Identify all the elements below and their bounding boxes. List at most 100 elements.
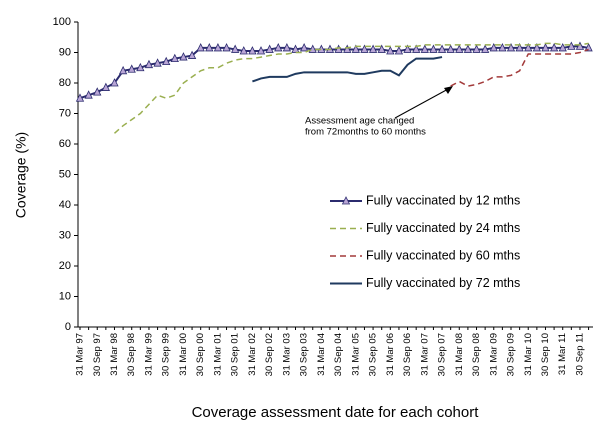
- point-marker: [472, 44, 481, 53]
- point-marker: [420, 44, 429, 53]
- point-marker: [584, 43, 593, 52]
- point-marker: [93, 87, 102, 96]
- x-tick-label: 30 Sep 97: [92, 333, 103, 376]
- x-tick-label: 30 Sep 02: [264, 333, 275, 376]
- point-marker: [231, 44, 240, 53]
- y-tick-label: 90: [59, 46, 71, 58]
- point-marker: [403, 44, 412, 53]
- series-line: [113, 42, 589, 134]
- y-tick-label: 0: [65, 321, 71, 333]
- x-tick-label: 30 Sep 99: [161, 333, 172, 376]
- y-tick-label: 30: [59, 229, 71, 241]
- point-marker: [75, 93, 85, 102]
- x-tick-label: 31 Mar 05: [350, 333, 361, 376]
- point-marker: [101, 82, 111, 91]
- x-tick-label: 30 Sep 01: [230, 333, 241, 376]
- point-marker: [480, 44, 490, 53]
- point-marker: [187, 50, 197, 59]
- point-marker: [377, 44, 386, 53]
- point-marker: [386, 46, 395, 55]
- x-tick-label: 31 Mar 99: [143, 333, 154, 376]
- point-marker: [351, 44, 360, 53]
- point-marker: [222, 43, 231, 52]
- point-marker: [162, 56, 171, 66]
- point-marker: [455, 44, 464, 53]
- point-marker: [144, 59, 154, 69]
- x-tick-label: 31 Mar 03: [281, 333, 292, 376]
- x-tick-label: 30 Sep 09: [506, 333, 517, 376]
- legend-label: Fully vaccinated by 12 mths: [366, 193, 520, 207]
- y-tick-label: 70: [59, 107, 71, 119]
- annotation-arrow: [394, 87, 451, 119]
- y-tick-label: 50: [59, 168, 71, 180]
- point-marker: [170, 53, 179, 62]
- x-tick-label: 31 Mar 98: [109, 333, 120, 376]
- x-tick-label: 31 Mar 08: [454, 333, 465, 376]
- series-line: [252, 56, 443, 83]
- y-tick-label: 40: [59, 199, 71, 211]
- point-marker: [394, 46, 404, 55]
- x-tick-label: 31 Mar 06: [385, 333, 396, 376]
- point-marker: [515, 43, 524, 52]
- y-tick-label: 20: [59, 260, 71, 272]
- x-tick-label: 30 Sep 06: [402, 333, 413, 376]
- point-marker: [110, 78, 119, 87]
- point-marker: [343, 44, 352, 53]
- x-tick-label: 30 Sep 08: [471, 333, 482, 376]
- x-tick-label: 31 Mar 09: [488, 333, 499, 376]
- x-tick-label: 30 Sep 04: [333, 333, 344, 376]
- point-marker: [429, 44, 438, 53]
- point-marker: [127, 64, 136, 73]
- x-tick-label: 30 Sep 11: [574, 333, 585, 376]
- x-tick-label: 31 Mar 00: [178, 333, 189, 376]
- point-marker: [541, 43, 550, 52]
- point-marker: [84, 90, 93, 99]
- point-marker: [463, 44, 473, 53]
- legend-marker: [341, 196, 351, 205]
- point-marker: [498, 43, 507, 52]
- point-marker: [291, 44, 300, 53]
- point-marker: [524, 43, 533, 52]
- point-marker: [118, 65, 128, 75]
- point-marker: [567, 41, 576, 50]
- point-marker: [532, 43, 542, 52]
- point-marker: [256, 46, 266, 55]
- point-marker: [274, 43, 283, 52]
- point-marker: [239, 46, 248, 55]
- point-marker: [265, 44, 274, 53]
- annotation: from 72months to 60 months: [305, 127, 426, 138]
- series-line: [450, 48, 589, 87]
- point-marker: [549, 43, 559, 52]
- point-marker: [153, 58, 162, 67]
- point-marker: [368, 44, 378, 53]
- x-tick-label: 30 Sep 10: [540, 333, 551, 376]
- point-marker: [282, 43, 292, 52]
- point-marker: [196, 43, 205, 52]
- point-marker: [299, 43, 309, 52]
- x-tick-label: 31 Mar 10: [523, 333, 534, 376]
- point-marker: [437, 44, 447, 53]
- y-tick-label: 60: [59, 138, 71, 150]
- point-marker: [136, 62, 145, 72]
- y-axis-label: Coverage (%): [13, 132, 29, 218]
- point-marker: [412, 44, 421, 53]
- point-marker: [248, 46, 257, 55]
- x-tick-label: 31 Mar 01: [212, 333, 223, 376]
- x-axis-label: Coverage assessment date for each cohort: [192, 404, 480, 421]
- x-tick-label: 30 Sep 00: [195, 333, 206, 376]
- point-marker: [446, 44, 455, 53]
- x-tick-label: 30 Sep 07: [437, 333, 448, 376]
- x-tick-label: 30 Sep 03: [299, 333, 310, 376]
- point-marker: [213, 43, 223, 52]
- point-marker: [558, 43, 567, 52]
- x-tick-label: 31 Mar 07: [419, 333, 430, 376]
- point-marker: [575, 41, 585, 50]
- y-tick-label: 100: [53, 16, 71, 28]
- point-marker: [179, 52, 188, 61]
- legend-label: Fully vaccinated by 24 mths: [366, 221, 520, 235]
- y-tick-label: 80: [59, 77, 71, 89]
- x-tick-label: 31 Mar 11: [557, 333, 568, 375]
- y-tick-label: 10: [59, 290, 71, 302]
- x-tick-label: 30 Sep 05: [368, 333, 379, 376]
